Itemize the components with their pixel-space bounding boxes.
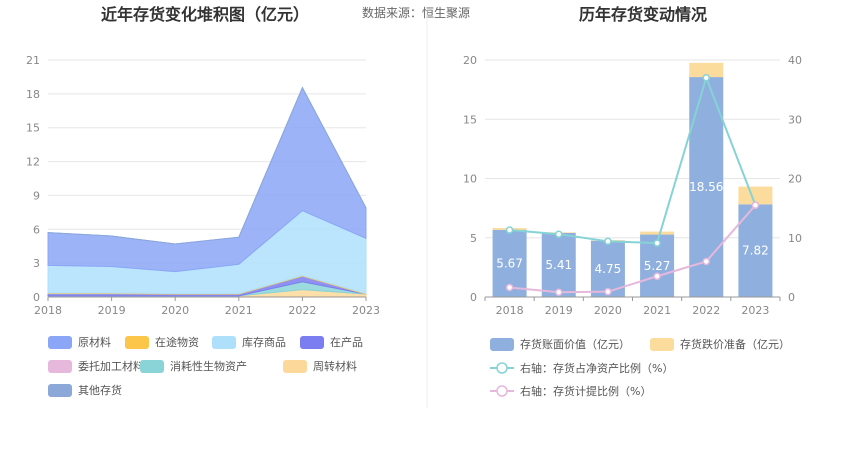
bar-data-label: 5.41 xyxy=(545,258,572,272)
legend-swatch xyxy=(48,384,72,397)
legend-label: 存货跌价准备（亿元） xyxy=(680,337,790,351)
legend-swatch xyxy=(125,336,149,349)
right-lines xyxy=(505,74,760,297)
right-bars: 5.67 5.41 4.75 5.27 18.56 7.82 xyxy=(492,62,773,298)
legend-swatch xyxy=(283,360,307,373)
line-point xyxy=(702,74,710,82)
line-point xyxy=(555,230,563,238)
left-y-tick-label: 18 xyxy=(26,88,40,101)
left-x-tick-label: 2019 xyxy=(98,304,126,317)
left-y-tick-label: 3 xyxy=(33,257,40,270)
bar-data-label: 5.27 xyxy=(644,259,671,273)
legend-label: 在途物资 xyxy=(155,335,199,349)
legend-swatch xyxy=(48,336,72,349)
left-y-tick-label: 12 xyxy=(26,156,40,169)
legend-label: 委托加工材料 xyxy=(78,359,144,373)
legend-label: 存货账面价值（亿元） xyxy=(520,337,630,351)
line-point xyxy=(604,287,612,296)
right-y2-tick-label: 30 xyxy=(788,113,802,126)
right-x-tick-label: 2019 xyxy=(545,304,573,317)
bar-book-value xyxy=(738,204,773,297)
right-y2-tick-label: 20 xyxy=(788,173,802,186)
line-point xyxy=(653,272,661,281)
right-x-tick-label: 2020 xyxy=(594,304,622,317)
left-y-tick-label: 9 xyxy=(33,189,40,202)
line-series xyxy=(509,74,757,245)
legend-label: 库存商品 xyxy=(242,335,286,349)
legend-label: 消耗性生物资产 xyxy=(170,359,247,373)
line-point xyxy=(604,237,612,246)
bar-data-label: 4.75 xyxy=(595,262,622,276)
line-point xyxy=(653,239,661,247)
bar-data-label: 7.82 xyxy=(742,244,769,258)
left-x-tick-label: 2020 xyxy=(161,304,189,317)
right-chart-title: 历年存货变动情况 xyxy=(579,5,707,24)
line-point xyxy=(555,288,563,297)
legend-swatch xyxy=(48,360,72,373)
left-x-tick-label: 2021 xyxy=(225,304,253,317)
line-series xyxy=(509,204,757,294)
legend-swatch xyxy=(300,336,324,349)
left-y-tick-label: 6 xyxy=(33,223,40,236)
right-y2-tick-label: 40 xyxy=(788,54,802,67)
right-x-tick-label: 2021 xyxy=(643,304,671,317)
right-legend[interactable]: 存货账面价值（亿元） 存货跌价准备（亿元） 右轴：存货占净资产比例（%） 右轴：存货计… xyxy=(490,337,790,398)
legend-label: 在产品 xyxy=(330,335,363,349)
legend-label: 右轴：存货占净资产比例（%） xyxy=(520,361,673,375)
source-text: 数据来源：恒生聚源 xyxy=(362,5,470,20)
left-chart-title: 近年存货变化堆积图（亿元） xyxy=(101,5,309,24)
left-x-tick-label: 2023 xyxy=(352,304,380,317)
line-point xyxy=(751,201,760,209)
left-y-tick-label: 21 xyxy=(26,54,40,67)
right-grid xyxy=(485,59,780,298)
left-x-tick-label: 2018 xyxy=(34,304,62,317)
right-y-tick-label: 15 xyxy=(463,113,477,126)
right-x-tick-label: 2022 xyxy=(692,304,720,317)
legend-label: 其他存货 xyxy=(78,383,122,397)
legend-label: 周转材料 xyxy=(313,359,357,373)
right-y-tick-label: 5 xyxy=(470,232,477,245)
line-point xyxy=(505,226,514,234)
bar-data-label: 5.67 xyxy=(496,256,523,270)
legend-swatch xyxy=(140,360,164,373)
legend-label: 右轴：存货计提比例（%） xyxy=(520,384,651,398)
bar-book-value xyxy=(541,232,576,297)
legend-label: 原材料 xyxy=(78,335,111,349)
right-chart: 历年存货变动情况 5.67 5.41 4.75 5.27 18.56 7.82 0 5 10 1… xyxy=(463,5,802,398)
right-x-tick-label: 2023 xyxy=(741,304,769,317)
bar-impairment xyxy=(640,231,675,235)
legend-swatch xyxy=(490,338,514,351)
left-axis: 0 3 6 9 12 15 18 21 2018 2019 2020 2021 2022 2023 xyxy=(26,54,380,317)
left-areas xyxy=(47,86,367,298)
bar-data-label: 18.56 xyxy=(689,180,723,194)
right-y-tick-label: 20 xyxy=(463,54,477,67)
legend-swatch xyxy=(212,336,236,349)
bar-impairment xyxy=(689,62,724,78)
legend-swatch-marker xyxy=(496,385,508,397)
right-y2-tick-label: 0 xyxy=(788,291,795,304)
left-y-tick-label: 0 xyxy=(33,291,40,304)
right-y2-tick-label: 10 xyxy=(788,232,802,245)
left-chart: 近年存货变化堆积图（亿元） 数据来源：恒生聚源 0 3 6 9 12 15 18 21 2018… xyxy=(26,5,470,397)
right-axis: 0 5 10 15 20 0 10 20 30 40 2018 2019 2020 2021 2022 202… xyxy=(463,54,802,317)
legend-swatch xyxy=(650,338,674,351)
right-y-tick-label: 10 xyxy=(463,173,477,186)
legend-swatch-marker xyxy=(496,362,508,374)
line-point xyxy=(702,257,710,266)
line-point xyxy=(505,283,514,292)
bar-impairment xyxy=(738,186,773,205)
left-x-tick-label: 2022 xyxy=(288,304,316,317)
right-x-tick-label: 2018 xyxy=(496,304,524,317)
right-y-tick-label: 0 xyxy=(470,291,477,304)
left-y-tick-label: 15 xyxy=(26,122,40,135)
